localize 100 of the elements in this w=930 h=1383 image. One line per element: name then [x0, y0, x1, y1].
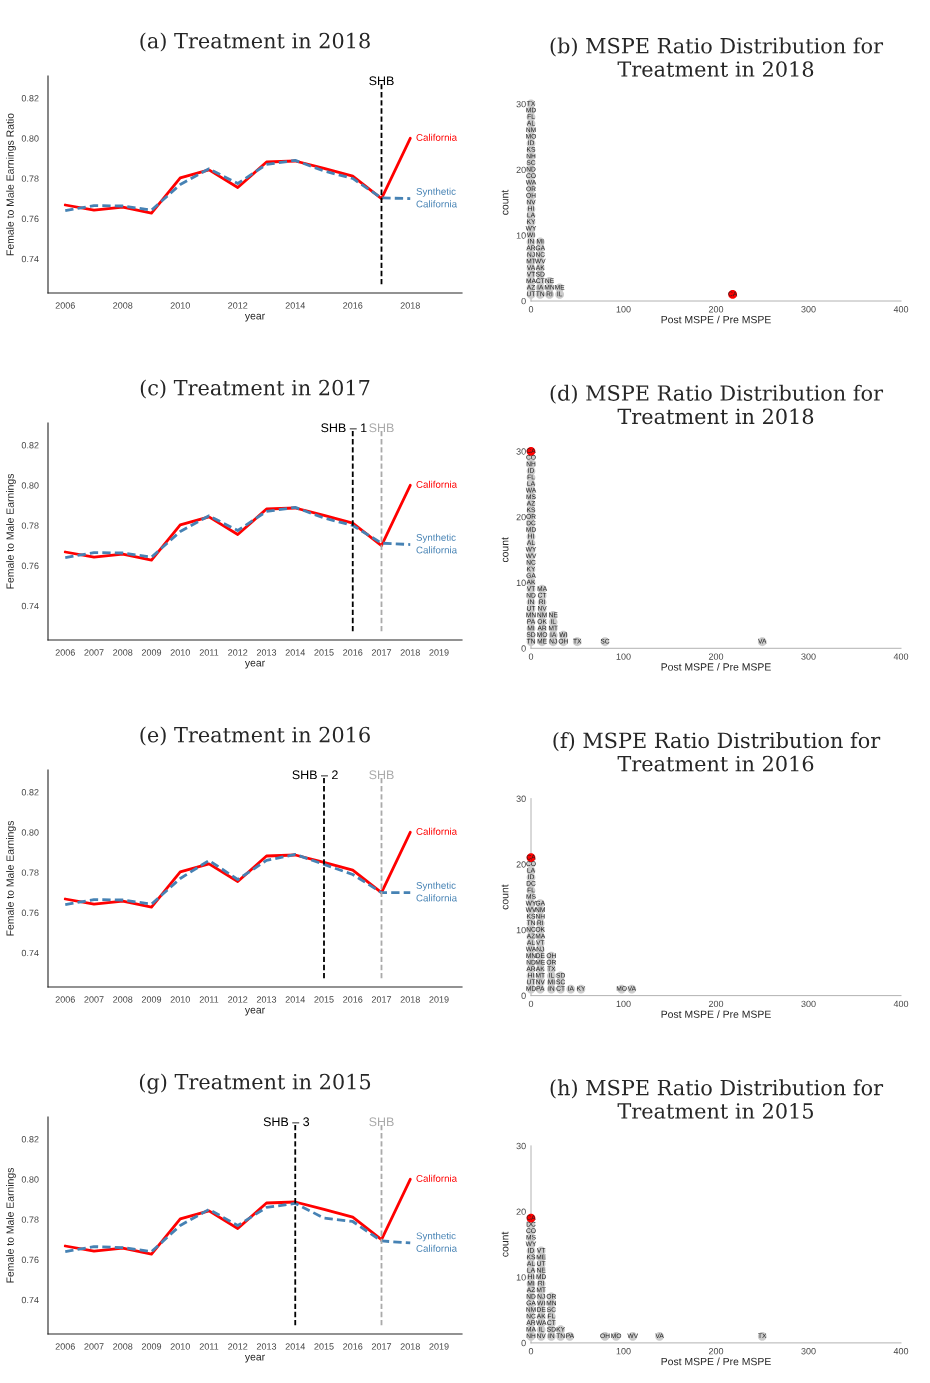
- series-label: California: [416, 480, 458, 488]
- y-axis-title: count: [501, 189, 509, 215]
- x-tick-label: 2013: [256, 996, 277, 1003]
- chart-title: (d) MSPE Ratio Distribution for Treatment in 2018: [550, 384, 884, 425]
- x-tick-label: 300: [801, 1348, 816, 1355]
- x-tick-label: 2008: [113, 1343, 133, 1350]
- y-tick-label: 20: [516, 1208, 526, 1215]
- x-tick-label: 300: [801, 306, 816, 313]
- x-tick-label: 2010: [170, 996, 190, 1003]
- x-tick-label: 400: [893, 1348, 909, 1355]
- x-axis-title: year: [244, 660, 265, 669]
- y-tick-label: 0.82: [21, 95, 39, 102]
- x-tick-label: 2015: [314, 996, 334, 1003]
- ref-line-label: SHB: [369, 770, 394, 780]
- x-tick-label: 200: [708, 306, 724, 313]
- chart-title: (h) MSPE Ratio Distribution for Treatment in 2015: [550, 1079, 884, 1119]
- y-tick-label: 0.74: [21, 255, 39, 263]
- x-tick-label: 2011: [199, 649, 219, 656]
- x-tick-label: 100: [616, 1348, 631, 1355]
- x-tick-label: 100: [616, 306, 631, 313]
- x-tick-label: 2017: [371, 1343, 392, 1350]
- x-tick-label: 2018: [400, 996, 420, 1003]
- x-axis-title: year: [244, 1354, 265, 1363]
- y-tick-label: 0.78: [21, 522, 39, 529]
- x-tick-label: 2016: [343, 649, 363, 656]
- x-tick-label: 200: [708, 653, 724, 660]
- series-label: California: [416, 133, 458, 141]
- x-tick-label: 2017: [371, 649, 392, 656]
- x-tick-label: 2014: [285, 1343, 306, 1350]
- x-tick-label: 2006: [55, 996, 75, 1003]
- x-tick-label: 400: [893, 653, 909, 660]
- y-tick-label: 0.78: [21, 869, 39, 876]
- x-tick-label: 2014: [285, 996, 306, 1003]
- y-tick-label: 10: [516, 926, 526, 934]
- x-tick-label: 2016: [343, 302, 363, 309]
- y-tick-label: 0.80: [21, 482, 39, 489]
- x-tick-label: 2015: [314, 1343, 334, 1350]
- line-series: [63, 506, 412, 560]
- x-tick-label: 2013: [256, 649, 277, 656]
- x-tick-label: 2009: [141, 996, 162, 1003]
- series-label: California: [416, 827, 458, 835]
- y-tick-label: 0.76: [21, 909, 39, 917]
- chart-title: (b) MSPE Ratio Distribution for Treatment in 2018: [550, 37, 884, 77]
- x-axis-title: year: [244, 313, 265, 322]
- x-tick-label: 0: [528, 1348, 534, 1355]
- y-tick-label: 0.76: [21, 562, 39, 570]
- x-tick-label: 2012: [228, 996, 248, 1003]
- chart-title: (g) Treatment in 2015: [139, 1073, 371, 1094]
- ref-line-label: SHB: [369, 1117, 394, 1127]
- x-axis-title: Post MSPE / Pre MSPE: [661, 1010, 771, 1018]
- y-tick-label: 0.80: [21, 1176, 39, 1183]
- x-tick-label: 100: [616, 653, 631, 660]
- x-tick-label: 2006: [55, 302, 75, 309]
- x-tick-label: 2012: [228, 649, 248, 656]
- chart-title: (e) Treatment in 2016: [140, 726, 370, 746]
- y-tick-label: 0.82: [21, 442, 39, 449]
- x-tick-label: 300: [801, 653, 816, 660]
- x-tick-label: 2015: [314, 649, 334, 656]
- x-tick-label: 2011: [199, 996, 219, 1003]
- x-tick-label: 2007: [84, 996, 104, 1003]
- x-axis-title: Post MSPE / Pre MSPE: [661, 662, 771, 671]
- x-tick-label: 2019: [429, 649, 449, 656]
- series-label: Synthetic California: [416, 187, 458, 208]
- chart-title: (f) MSPE Ratio Distribution for Treatment in 2016: [553, 732, 881, 772]
- x-tick-label: 400: [893, 306, 909, 313]
- ref-line-label: SHB – 2: [292, 770, 338, 780]
- x-tick-label: 2010: [170, 1343, 190, 1350]
- line-series: [63, 853, 412, 907]
- x-tick-label: 2014: [285, 302, 306, 309]
- y-tick-label: 10: [516, 579, 526, 586]
- x-tick-label: 0: [528, 1000, 534, 1008]
- y-tick-label: 0.82: [21, 789, 39, 796]
- y-tick-label: 0.78: [21, 1216, 39, 1223]
- x-tick-label: 2019: [429, 1343, 449, 1350]
- x-axis-title: year: [244, 1007, 265, 1016]
- line-series: [63, 159, 412, 213]
- x-tick-label: 2008: [113, 302, 133, 309]
- x-tick-label: 2018: [400, 302, 420, 309]
- y-axis-title: Female to Male Earnings Ratio: [6, 113, 16, 256]
- x-tick-label: 2010: [170, 649, 190, 656]
- ref-line-label: SHB – 1: [321, 423, 367, 433]
- x-tick-label: 0: [528, 306, 534, 313]
- y-axis-title: count: [501, 884, 509, 910]
- y-tick-label: 20: [516, 513, 526, 521]
- x-tick-label: 2017: [371, 996, 392, 1003]
- ref-line-label: SHB: [369, 423, 394, 433]
- line-series: [63, 1202, 412, 1254]
- ref-line-label: SHB: [369, 76, 394, 86]
- y-tick-label: 30: [516, 448, 526, 455]
- x-tick-label: 2009: [141, 1343, 162, 1350]
- x-tick-label: 300: [801, 1000, 816, 1008]
- x-axis-title: Post MSPE / Pre MSPE: [661, 315, 771, 324]
- y-tick-label: 0.74: [21, 949, 39, 957]
- y-axis-title: Female to Male Earnings: [6, 1167, 16, 1283]
- x-tick-label: 2008: [113, 649, 133, 656]
- y-tick-label: 0.76: [21, 215, 39, 223]
- x-tick-label: 2010: [170, 302, 190, 309]
- chart-title: (a) Treatment in 2018: [140, 32, 370, 52]
- y-tick-label: 0.74: [21, 602, 39, 610]
- y-tick-label: 0.74: [21, 1296, 39, 1304]
